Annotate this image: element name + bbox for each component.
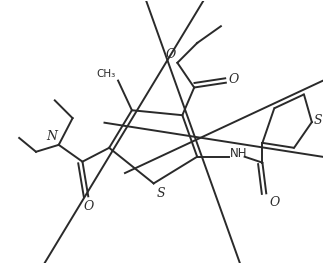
Text: O: O bbox=[165, 48, 176, 61]
Text: O: O bbox=[83, 200, 94, 213]
Text: CH₃: CH₃ bbox=[97, 69, 116, 79]
Text: S: S bbox=[314, 114, 322, 127]
Text: N: N bbox=[46, 130, 57, 143]
Text: S: S bbox=[157, 187, 165, 200]
Text: O: O bbox=[229, 73, 239, 86]
Text: O: O bbox=[269, 196, 280, 209]
Text: NH: NH bbox=[230, 147, 247, 160]
